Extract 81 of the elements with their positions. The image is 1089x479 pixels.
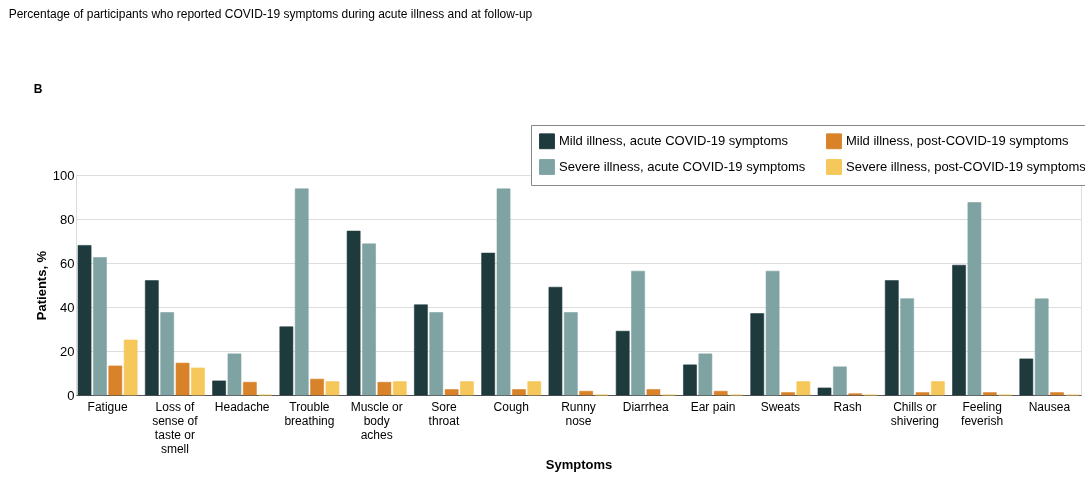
x-tick-label: Ear pain	[690, 399, 736, 414]
x-tick-label: Runny nose	[561, 399, 596, 428]
chart-title: Percentage of participants who reported COVID-19 symptoms during acute illness and at follow-up	[8, 7, 533, 21]
bar	[496, 188, 511, 396]
x-tick-label: Sweats	[760, 399, 800, 414]
text: B	[33, 82, 43, 96]
x-tick-label: Chills or shivering	[890, 399, 939, 428]
x-tick-label: Nausea	[1028, 399, 1071, 414]
bar	[1034, 298, 1049, 396]
bar	[817, 387, 832, 396]
x-tick-label: Loss of sense of taste or smell	[152, 399, 199, 456]
legend-label: Mild illness, acute COVID-19 symptoms	[559, 133, 789, 149]
bar	[713, 390, 728, 396]
bar	[1019, 358, 1034, 396]
bar	[346, 230, 361, 396]
bar	[460, 381, 474, 396]
bar	[77, 245, 92, 396]
y-tick-label: 80	[60, 211, 75, 227]
x-tick-label: Muscle or body aches	[350, 399, 403, 442]
bar	[144, 280, 159, 396]
bar	[750, 313, 765, 396]
x-tick-label: Rash	[833, 399, 862, 414]
x-tick-label: Cough	[493, 399, 529, 414]
bar	[108, 365, 123, 396]
bar	[631, 270, 645, 396]
x-tick-label: Sore throat	[428, 399, 460, 428]
bar	[579, 390, 594, 396]
bar	[683, 364, 697, 396]
y-tick-label: 100	[52, 167, 75, 183]
bar	[967, 202, 982, 396]
bar	[160, 312, 175, 396]
x-tick-label: Feeling feverish	[961, 399, 1004, 428]
bar	[982, 392, 997, 396]
bar	[698, 353, 713, 396]
bar	[93, 257, 107, 396]
bar	[392, 381, 407, 396]
bar	[1050, 392, 1064, 396]
bar	[915, 392, 930, 396]
bar	[952, 264, 966, 396]
bar	[931, 381, 945, 396]
y-tick-label: 0	[67, 387, 75, 403]
bar	[512, 389, 526, 396]
y-tick-label: 20	[60, 343, 75, 359]
x-tick-label: Diarrhea	[622, 399, 670, 414]
x-axis-title: Symptoms	[545, 456, 613, 472]
bar	[294, 188, 309, 396]
legend-label: Severe illness, acute COVID-19 symptoms	[559, 159, 806, 174]
x-tick-label: Trouble breathing	[284, 399, 335, 428]
bar	[615, 330, 630, 396]
bar	[227, 353, 242, 396]
bar	[548, 286, 563, 396]
x-tick-label: Headache	[214, 399, 270, 414]
bar	[781, 392, 795, 396]
legend-label: Severe illness, post-COVID-19 symptoms	[846, 159, 1087, 174]
bar	[563, 312, 578, 396]
bar	[175, 362, 190, 396]
bar	[212, 380, 226, 396]
bar	[900, 298, 914, 396]
x-tick-label: Fatigue	[87, 399, 128, 414]
bar	[191, 367, 205, 396]
bar	[796, 381, 811, 396]
y-tick-label: 40	[60, 299, 75, 315]
bar	[279, 326, 294, 396]
bar	[362, 243, 376, 396]
bar	[444, 389, 459, 396]
bar	[646, 389, 661, 396]
bar	[310, 378, 324, 396]
bar	[527, 381, 542, 396]
bar	[243, 381, 257, 396]
bar	[429, 312, 444, 396]
bar	[884, 280, 899, 396]
legend-label: Mild illness, post-COVID-19 symptoms	[846, 133, 1069, 149]
bar	[325, 381, 340, 396]
bar	[377, 381, 392, 396]
bar	[481, 252, 495, 396]
bar	[765, 270, 780, 396]
bar	[414, 304, 428, 396]
y-axis-title: Patients, %	[33, 250, 49, 321]
y-tick-label: 60	[60, 255, 75, 271]
bar	[123, 339, 138, 396]
bar	[833, 366, 847, 396]
